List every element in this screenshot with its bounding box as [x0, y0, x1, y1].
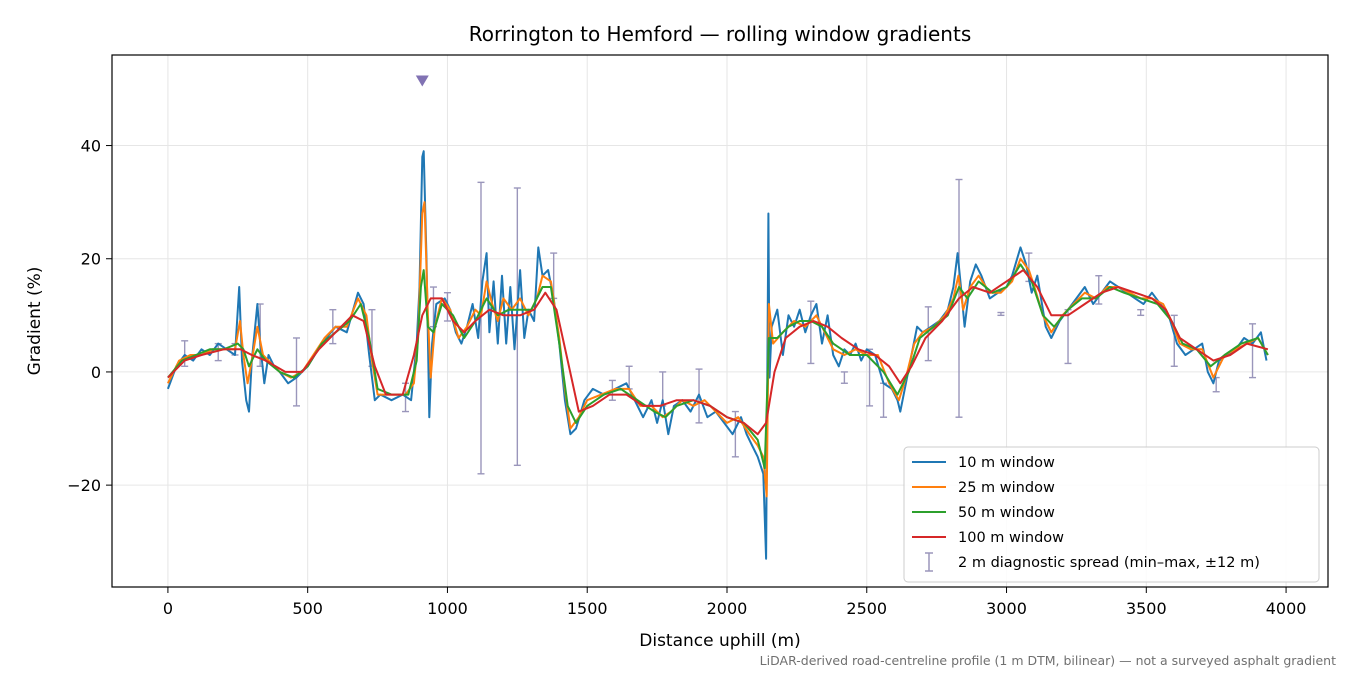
diagnostic-spread-bar — [1170, 314, 1178, 367]
diagnostic-spread-bar — [1095, 275, 1103, 305]
footnote: LiDAR-derived road-centreline profile (1… — [760, 653, 1336, 668]
legend-label-10m: 10 m window — [958, 455, 1055, 471]
diagnostic-spread-bar — [1249, 323, 1257, 379]
legend-label-50m: 50 m window — [958, 505, 1055, 521]
x-axis-ticks: 0 500 1000 1500 2000 2500 3000 3500 4000 — [163, 587, 1307, 618]
x-tick-label: 3500 — [1126, 599, 1167, 618]
peak-marker-layer — [415, 75, 429, 87]
y-axis-label: Gradient (%) — [25, 267, 45, 376]
x-tick-label: 4000 — [1266, 599, 1307, 618]
y-axis-ticks: −20 0 20 40 — [67, 137, 112, 495]
y-tick-label: −20 — [67, 476, 101, 495]
legend-swatch-diagnostic-spread — [925, 552, 933, 572]
diagnostic-spread-bar — [329, 308, 337, 345]
plot-frame — [111, 54, 1329, 588]
legend: 10 m window 25 m window 50 m window 100 … — [903, 446, 1320, 583]
x-axis-label: Distance uphill (m) — [639, 631, 800, 651]
diagnostic-spread-bar — [997, 311, 1005, 317]
x-tick-label: 1000 — [427, 599, 468, 618]
legend-box — [903, 446, 1320, 583]
diagnostic-spread-bar — [1137, 308, 1145, 317]
x-tick-label: 0 — [163, 599, 173, 618]
diagnostic-spread-bar — [513, 187, 521, 467]
x-tick-label: 2500 — [846, 599, 887, 618]
diagnostic-spread-bar — [477, 181, 485, 475]
diagnostic-spread-bar — [840, 371, 848, 384]
chart-title: Rorrington to Hemford — rolling window g… — [469, 22, 972, 46]
legend-label-100m: 100 m window — [958, 530, 1064, 546]
legend-label-diagnostic-spread: 2 m diagnostic spread (min–max, ±12 m) — [958, 555, 1260, 571]
series-lines — [166, 150, 1269, 560]
x-tick-label: 1500 — [567, 599, 608, 618]
series-line-3 — [167, 263, 1269, 470]
diagnostic-spread-bar — [924, 306, 932, 362]
series-line-4 — [167, 269, 1269, 436]
x-tick-label: 3000 — [986, 599, 1027, 618]
y-tick-label: 0 — [91, 363, 101, 382]
y-tick-label: 40 — [81, 137, 101, 156]
series-line-1 — [166, 150, 1268, 560]
x-tick-label: 2000 — [707, 599, 748, 618]
x-tick-label: 500 — [292, 599, 323, 618]
y-tick-label: 20 — [81, 250, 101, 269]
peak-marker — [415, 75, 429, 87]
legend-label-25m: 25 m window — [958, 480, 1055, 496]
diagnostic-spread-bar — [807, 300, 815, 365]
